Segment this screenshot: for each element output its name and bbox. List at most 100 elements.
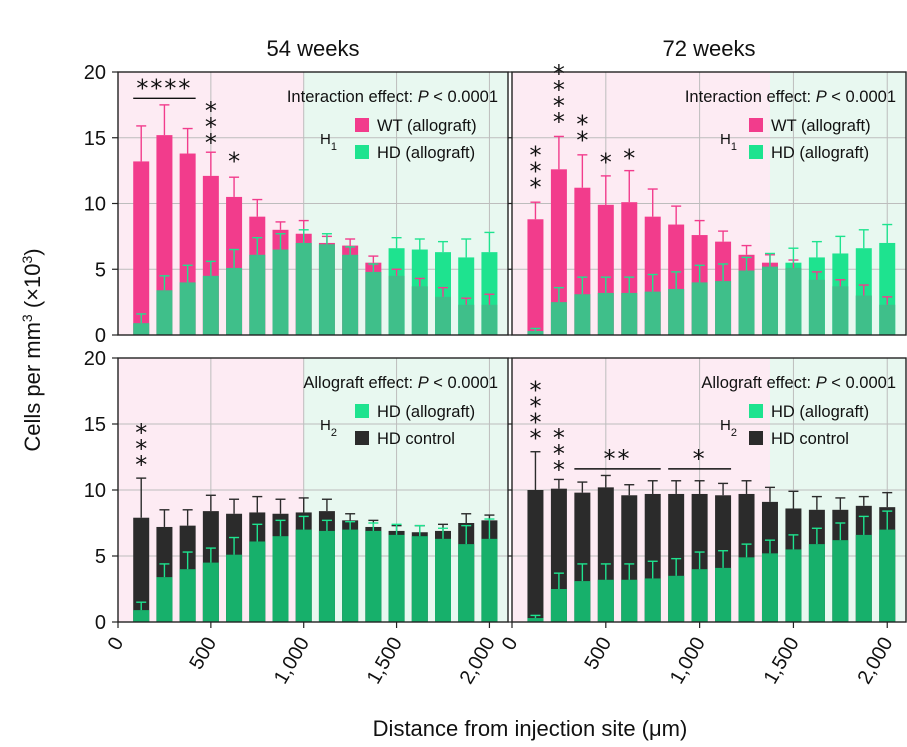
bar-hd-allograft <box>295 529 312 622</box>
bar-hd-allograft <box>832 540 849 622</box>
y-axis-label: Cells per mm3 (×103) <box>19 248 45 451</box>
bar-overlap <box>621 292 638 335</box>
bar-overlap <box>318 244 335 335</box>
bar-hd-allograft <box>133 610 150 622</box>
legend-label: HD (allograft) <box>771 144 869 162</box>
legend-label: WT (allograft) <box>771 117 871 135</box>
y-axis-label-unit-close: ) <box>20 248 45 255</box>
bar-overlap <box>249 254 266 335</box>
bar-overlap <box>855 295 872 335</box>
significance-star: * <box>529 408 541 436</box>
bar-hd-allograft <box>761 553 778 622</box>
significance-star: * <box>553 92 565 120</box>
effect-p: P <box>816 374 827 392</box>
effect-p: P <box>418 374 429 392</box>
bar-hd-allograft <box>785 549 802 622</box>
bar-overlap <box>785 267 802 335</box>
bar-overlap <box>550 302 567 335</box>
bar-control <box>133 517 150 622</box>
bar-overlap <box>481 304 498 335</box>
bar-overlap <box>272 249 289 335</box>
bar-overlap <box>388 275 405 335</box>
bar-overlap <box>411 286 428 335</box>
hypothesis-label: H1 <box>720 131 737 153</box>
hypothesis-sub: 2 <box>331 427 337 439</box>
panel-54w-h1: ********Interaction effect: P < 0.0001H1… <box>84 62 509 347</box>
y-tick-label: 0 <box>95 612 106 634</box>
y-axis-label-main: Cells per mm <box>20 322 45 452</box>
significance-star: * <box>529 424 541 452</box>
bar-wt <box>527 219 544 335</box>
effect-prefix: Allograft effect: <box>701 374 815 392</box>
x-tick-label: 1,000 <box>666 634 710 688</box>
bar-hd-allograft <box>808 544 825 622</box>
significance-star: * <box>553 424 565 452</box>
significance-star: * <box>553 76 565 104</box>
y-tick-label: 10 <box>84 194 106 216</box>
hypothesis-letter: H <box>320 131 331 148</box>
x-tick-label: 500 <box>185 634 221 674</box>
significance-star: * <box>553 108 565 136</box>
significance-stars: * <box>693 445 707 473</box>
legend-swatch <box>749 145 763 159</box>
bar-hd-allograft <box>388 534 405 622</box>
y-tick-label: 10 <box>84 480 106 502</box>
bar-overlap <box>715 281 732 335</box>
significance-star: * <box>205 97 217 125</box>
x-tick-label: 2,000 <box>456 634 500 688</box>
bar-overlap <box>808 279 825 335</box>
legend-label: HD (allograft) <box>771 403 869 421</box>
bar-control <box>550 488 567 622</box>
bar-wt <box>156 135 173 335</box>
effect-prefix: Interaction effect: <box>685 88 816 106</box>
hypothesis-letter: H <box>320 417 331 434</box>
bar-overlap <box>365 271 382 335</box>
bar-hd-allograft <box>550 589 567 622</box>
effect-p: P <box>816 88 827 106</box>
effect-p: P <box>418 88 429 106</box>
x-tick-label: 1,000 <box>270 634 314 688</box>
significance-star: * <box>553 440 565 468</box>
hypothesis-sub: 1 <box>331 141 337 153</box>
bar-hd-allograft <box>458 544 475 622</box>
hypothesis-label: H1 <box>320 131 337 153</box>
hypothesis-sub: 2 <box>731 427 737 439</box>
significance-star: * <box>529 158 541 186</box>
bar-hd-allograft <box>481 538 498 622</box>
bar-overlap <box>435 296 451 335</box>
hypothesis-sub: 1 <box>731 141 737 153</box>
hypothesis-letter: H <box>720 131 731 148</box>
legend-label: WT (allograft) <box>377 117 477 135</box>
legend-swatch <box>355 404 369 418</box>
significance-star: * <box>529 392 541 420</box>
bar-overlap <box>295 242 312 335</box>
panel-72w-h1: ********** *Interaction effect: P < 0.000… <box>508 60 907 336</box>
effect-value: < 0.0001 <box>827 374 896 392</box>
effect-label: Allograft effect: P < 0.0001 <box>303 374 498 392</box>
y-tick-label: 20 <box>84 348 106 370</box>
significance-star: * <box>135 451 147 479</box>
x-tick-label: 500 <box>580 634 616 674</box>
bar-hd-allograft <box>644 578 661 622</box>
bar-overlap <box>644 291 661 335</box>
legend-swatch <box>355 118 369 132</box>
bar-hd-allograft <box>691 569 708 622</box>
bar-hd-allograft <box>342 529 359 622</box>
legend-swatch <box>749 404 763 418</box>
bar-hd-allograft <box>879 529 896 622</box>
bar-hd-allograft <box>527 618 544 622</box>
bar-hd-allograft <box>621 579 638 622</box>
bar-hd-allograft <box>668 575 685 622</box>
bar-overlap <box>458 304 475 335</box>
bar-hd-allograft <box>738 557 755 622</box>
column-title: 54 weeks <box>267 36 360 61</box>
y-tick-label: 15 <box>84 414 106 436</box>
column-title: 72 weeks <box>663 36 756 61</box>
bar-hd-allograft <box>226 554 243 622</box>
legend-swatch <box>355 431 369 445</box>
effect-value: < 0.0001 <box>429 374 498 392</box>
y-tick-label: 5 <box>95 546 106 568</box>
bar-hd-allograft <box>435 538 451 622</box>
effect-value: < 0.0001 <box>827 88 896 106</box>
effect-label: Allograft effect: P < 0.0001 <box>701 374 896 392</box>
